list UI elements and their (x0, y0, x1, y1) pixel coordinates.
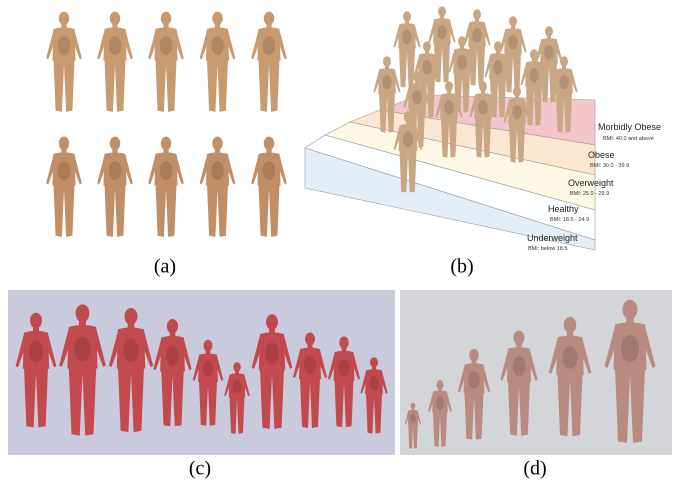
phantom (251, 12, 287, 112)
bmi-range: BMI: 18.5 - 24.9 (550, 217, 589, 223)
bmi-range: BMI: 40.0 and above (603, 136, 654, 142)
phantom (251, 137, 287, 237)
phantom (46, 12, 82, 112)
phantom (97, 12, 133, 112)
panel-label: (a) (154, 256, 176, 278)
panel-a: (a) (46, 12, 287, 278)
bmi-category: Overweight (568, 178, 614, 188)
phantom (148, 12, 184, 112)
bmi-category: Healthy (548, 204, 579, 214)
bmi-range: BMI: 25.0 - 29.9 (570, 191, 609, 197)
phantom (97, 137, 133, 237)
bmi-range: BMI: below 18.5 (528, 246, 567, 252)
panel-label: (d) (523, 458, 546, 480)
phantom (200, 12, 236, 112)
bmi-category: Morbidly Obese (598, 122, 661, 132)
figure: (a) Morbidly Obese BMI: 40.0 and ab (0, 0, 679, 485)
bmi-range: BMI: 30.0 - 39.9 (590, 163, 629, 169)
bmi-category: Underweight (527, 233, 578, 243)
phantom (46, 137, 82, 237)
panel-c: (c) (8, 290, 395, 480)
panel-d: (d) (400, 290, 672, 480)
panel-label: (c) (189, 458, 211, 480)
panel-b: Morbidly Obese BMI: 40.0 and above Obese… (305, 6, 661, 277)
phantom (148, 137, 184, 237)
phantom (200, 137, 236, 237)
panel-label: (b) (450, 256, 473, 278)
bmi-category: Obese (588, 150, 615, 160)
